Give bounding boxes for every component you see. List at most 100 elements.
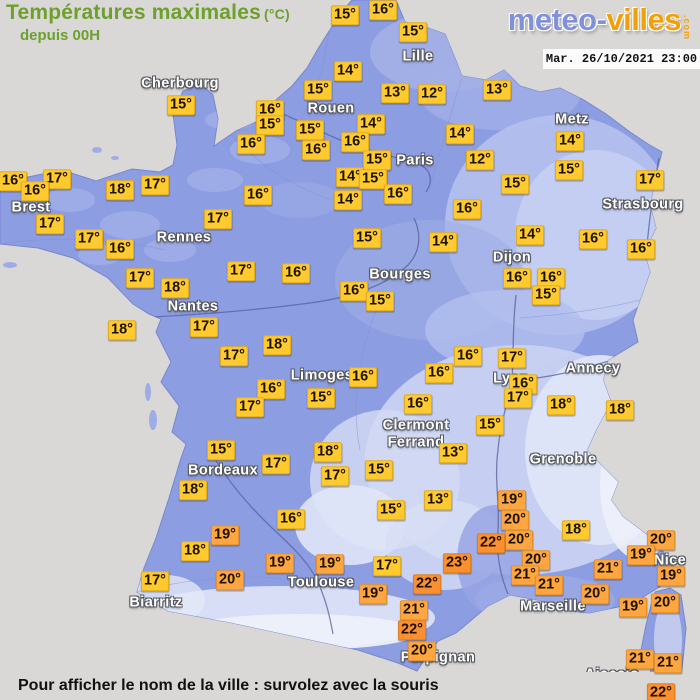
temp-badge[interactable]: 15° (296, 120, 324, 140)
temp-badge[interactable]: 16° (0, 171, 27, 191)
temp-badge[interactable]: 19° (498, 490, 526, 510)
temp-badge[interactable]: 13° (381, 83, 409, 103)
temp-badge[interactable]: 21° (400, 600, 428, 620)
temp-badge[interactable]: 17° (141, 571, 169, 591)
temp-badge[interactable]: 18° (263, 335, 291, 355)
temp-badge[interactable]: 15° (256, 115, 284, 135)
temp-badge[interactable]: 18° (314, 442, 342, 462)
temp-badge[interactable]: 16° (340, 281, 368, 301)
temp-badge[interactable]: 16° (454, 346, 482, 366)
temp-badge[interactable]: 16° (384, 184, 412, 204)
temp-badge[interactable]: 16° (453, 199, 481, 219)
temp-badge[interactable]: 19° (266, 553, 294, 573)
temp-badge[interactable]: 16° (106, 239, 134, 259)
temp-badge[interactable]: 16° (244, 185, 272, 205)
temp-badge[interactable]: 20° (501, 510, 529, 530)
temp-badge[interactable]: 21° (511, 565, 539, 585)
temp-badge[interactable]: 17° (204, 209, 232, 229)
temp-badge[interactable]: 19° (211, 525, 239, 545)
temp-badge[interactable]: 14° (446, 124, 474, 144)
temp-badge[interactable]: 15° (365, 460, 393, 480)
temp-badge[interactable]: 12° (418, 84, 446, 104)
temp-badge[interactable]: 16° (579, 229, 607, 249)
temp-badge[interactable]: 17° (43, 169, 71, 189)
temp-badge[interactable]: 12° (466, 150, 494, 170)
temp-badge[interactable]: 19° (316, 554, 344, 574)
meteo-villes-logo[interactable]: meteo-villes .com (508, 2, 692, 40)
temp-badge[interactable]: 15° (207, 440, 235, 460)
temp-badge[interactable]: 22° (477, 533, 505, 553)
temp-badge[interactable]: 20° (408, 641, 436, 661)
temp-badge[interactable]: 20° (522, 550, 550, 570)
temp-badge[interactable]: 16° (349, 367, 377, 387)
temp-badge[interactable]: 16° (627, 239, 655, 259)
temp-badge[interactable]: 20° (505, 530, 533, 550)
temp-badge[interactable]: 20° (647, 530, 675, 550)
temp-badge[interactable]: 14° (334, 61, 362, 81)
temp-badge[interactable]: 14° (334, 190, 362, 210)
temp-badge[interactable]: 21° (594, 559, 622, 579)
temp-badge[interactable]: 21° (535, 575, 563, 595)
temp-badge[interactable]: 17° (227, 261, 255, 281)
temp-badge[interactable]: 17° (141, 175, 169, 195)
temp-badge[interactable]: 15° (532, 285, 560, 305)
temp-badge[interactable]: 19° (619, 597, 647, 617)
temp-badge[interactable]: 13° (483, 80, 511, 100)
temp-badge[interactable]: 18° (108, 320, 136, 340)
temp-badge[interactable]: 22° (413, 574, 441, 594)
temp-badge[interactable]: 19° (657, 566, 685, 586)
temp-badge[interactable]: 15° (331, 5, 359, 25)
temp-badge[interactable]: 18° (161, 278, 189, 298)
temp-badge[interactable]: 17° (262, 454, 290, 474)
temp-badge[interactable]: 16° (277, 509, 305, 529)
temp-badge[interactable]: 16° (302, 140, 330, 160)
temp-badge[interactable]: 17° (220, 346, 248, 366)
temp-badge[interactable]: 15° (304, 80, 332, 100)
temp-badge[interactable]: 18° (562, 520, 590, 540)
temp-badge[interactable]: 15° (555, 160, 583, 180)
temp-badge[interactable]: 18° (179, 480, 207, 500)
temp-badge[interactable]: 15° (366, 291, 394, 311)
temp-badge[interactable]: 19° (627, 545, 655, 565)
temp-badge[interactable]: 17° (190, 317, 218, 337)
temp-badge[interactable]: 17° (504, 388, 532, 408)
temp-badge[interactable]: 18° (606, 400, 634, 420)
temp-badge[interactable]: 23° (443, 553, 471, 573)
temp-badge[interactable]: 22° (647, 683, 675, 700)
temp-badge[interactable]: 16° (369, 0, 397, 20)
temp-badge[interactable]: 14° (336, 167, 364, 187)
temp-badge[interactable]: 14° (516, 225, 544, 245)
temp-badge[interactable]: 21° (654, 653, 682, 673)
temp-badge[interactable]: 15° (359, 169, 387, 189)
temp-badge[interactable]: 17° (321, 466, 349, 486)
temp-badge[interactable]: 16° (537, 268, 565, 288)
temp-badge[interactable]: 15° (307, 388, 335, 408)
temp-badge[interactable]: 16° (237, 134, 265, 154)
temp-badge[interactable]: 16° (256, 100, 284, 120)
temp-badge[interactable]: 22° (398, 620, 426, 640)
temp-badge[interactable]: 15° (399, 22, 427, 42)
temp-badge[interactable]: 16° (341, 132, 369, 152)
temp-badge[interactable]: 14° (556, 131, 584, 151)
temp-badge[interactable]: 16° (257, 379, 285, 399)
temp-badge[interactable]: 16° (503, 268, 531, 288)
temp-badge[interactable]: 17° (126, 268, 154, 288)
temp-badge[interactable]: 13° (439, 443, 467, 463)
temp-badge[interactable]: 15° (167, 95, 195, 115)
temp-badge[interactable]: 18° (181, 541, 209, 561)
temp-badge[interactable]: 17° (75, 229, 103, 249)
temp-badge[interactable]: 17° (373, 556, 401, 576)
temp-badge[interactable]: 13° (424, 490, 452, 510)
temp-badge[interactable]: 15° (476, 415, 504, 435)
temp-badge[interactable]: 20° (216, 570, 244, 590)
temp-badge[interactable]: 16° (282, 263, 310, 283)
temp-badge[interactable]: 16° (425, 363, 453, 383)
temp-badge[interactable]: 17° (636, 170, 664, 190)
temp-badge[interactable]: 18° (106, 180, 134, 200)
temp-badge[interactable]: 19° (359, 584, 387, 604)
temp-badge[interactable]: 20° (651, 593, 679, 613)
temp-badge[interactable]: 15° (377, 500, 405, 520)
temp-badge[interactable]: 14° (429, 232, 457, 252)
temp-badge[interactable]: 15° (501, 174, 529, 194)
temp-badge[interactable]: 17° (36, 214, 64, 234)
